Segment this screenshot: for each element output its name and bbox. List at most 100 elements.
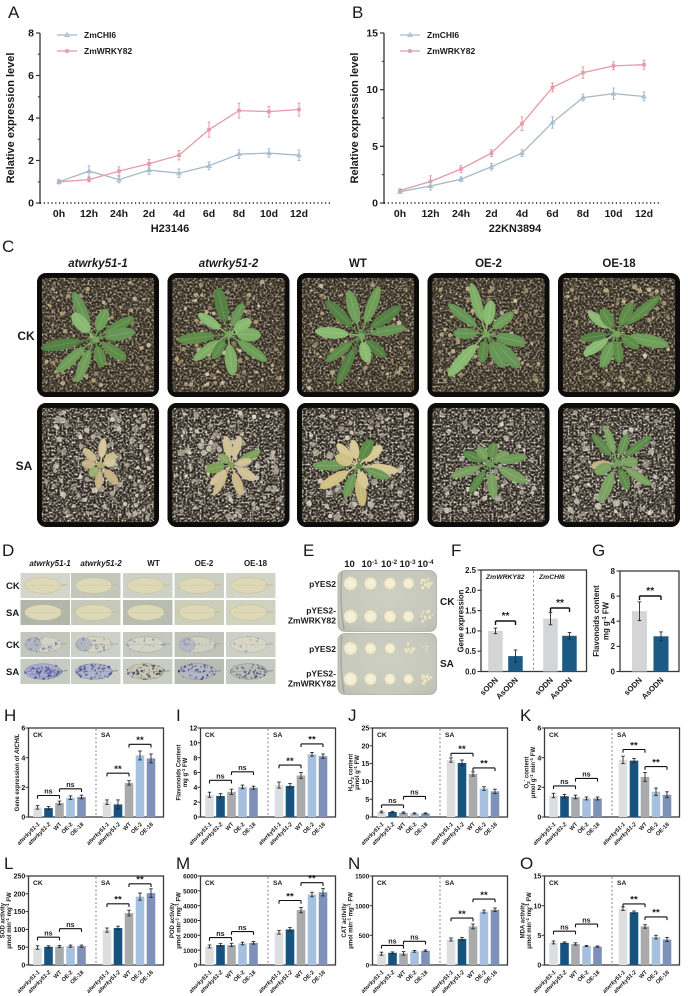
svg-text:0: 0	[366, 963, 370, 970]
svg-text:μmol min-1 mg-1 FW: μmol min-1 mg-1 FW	[175, 892, 183, 949]
svg-text:atwrky51-2: atwrky51-2	[199, 258, 259, 270]
svg-text:WT: WT	[397, 821, 408, 832]
svg-text:CK: CK	[6, 640, 20, 651]
svg-text:2: 2	[28, 155, 34, 167]
svg-text:SA: SA	[445, 880, 454, 887]
svg-text:Flavonoids content: Flavonoids content	[592, 585, 601, 657]
svg-text:K: K	[520, 706, 532, 725]
svg-text:N: N	[348, 854, 360, 873]
svg-text:2: 2	[21, 785, 25, 792]
svg-text:2.5: 2.5	[465, 566, 477, 575]
svg-text:atwrky51-2: atwrky51-2	[80, 559, 122, 568]
svg-text:MDA activity: MDA activity	[520, 902, 526, 938]
svg-text:ns: ns	[388, 937, 396, 946]
svg-text:**: **	[136, 735, 144, 746]
svg-text:6d: 6d	[203, 208, 215, 220]
svg-text:Relative expression level: Relative expression level	[349, 53, 361, 184]
svg-text:8d: 8d	[233, 208, 245, 220]
svg-text:mg g-1 FW: mg g-1 FW	[181, 757, 189, 787]
svg-text:ns: ns	[388, 796, 396, 805]
svg-text:250: 250	[14, 874, 26, 881]
svg-text:10: 10	[190, 740, 198, 747]
svg-text:WT: WT	[53, 821, 64, 832]
svg-text:12d: 12d	[290, 208, 308, 220]
svg-text:SA: SA	[445, 732, 454, 739]
svg-text:4d: 4d	[516, 208, 528, 220]
svg-text:0: 0	[194, 963, 198, 970]
svg-text:**: **	[502, 611, 510, 622]
svg-text:0: 0	[372, 198, 378, 210]
svg-text:OE-2: OE-2	[475, 258, 502, 270]
svg-text:100: 100	[14, 927, 26, 934]
svg-text:200: 200	[14, 891, 26, 898]
svg-text:WT: WT	[569, 821, 580, 832]
svg-text:**: **	[480, 759, 488, 770]
svg-text:G: G	[592, 541, 605, 560]
svg-text:1.0: 1.0	[465, 627, 477, 636]
svg-text:0: 0	[365, 815, 369, 822]
svg-text:2: 2	[537, 785, 541, 792]
svg-text:2: 2	[193, 800, 197, 807]
svg-text:5: 5	[537, 933, 541, 940]
svg-text:4d: 4d	[173, 208, 185, 220]
svg-text:CK: CK	[549, 732, 559, 739]
svg-text:WT: WT	[466, 969, 477, 980]
svg-text:SOD activity: SOD activity	[0, 902, 6, 938]
svg-text:**: **	[652, 908, 660, 919]
svg-text:4000: 4000	[183, 903, 198, 910]
svg-text:**: **	[480, 890, 488, 901]
svg-text:POD activity: POD activity	[170, 902, 176, 938]
svg-text:F: F	[451, 541, 461, 560]
svg-text:10: 10	[362, 779, 370, 786]
svg-text:15: 15	[366, 28, 378, 40]
svg-text:H2O2 content: H2O2 content	[348, 754, 355, 791]
svg-text:pYES2: pYES2	[309, 579, 336, 589]
svg-text:pYES2: pYES2	[309, 644, 336, 654]
svg-text:2: 2	[611, 642, 616, 651]
svg-text:M: M	[176, 854, 190, 873]
svg-text:ns: ns	[410, 788, 418, 797]
svg-text:10-1: 10-1	[361, 559, 378, 570]
svg-text:CK: CK	[17, 329, 35, 343]
svg-text:SA: SA	[617, 880, 626, 887]
svg-text:OE-18: OE-18	[244, 559, 268, 568]
svg-text:WT: WT	[53, 969, 64, 980]
svg-text:0: 0	[537, 815, 541, 822]
svg-text:5: 5	[365, 797, 369, 804]
svg-text:0: 0	[193, 815, 197, 822]
svg-text:atwrky51-1: atwrky51-1	[68, 258, 127, 270]
svg-text:2000: 2000	[183, 933, 198, 940]
svg-text:μmol min-1 mg-1 FW: μmol min-1 mg-1 FW	[525, 892, 533, 949]
svg-text:CAT activity: CAT activity	[342, 903, 348, 938]
svg-text:WT: WT	[569, 969, 580, 980]
svg-text:A: A	[8, 3, 20, 22]
svg-text:0h: 0h	[394, 208, 406, 220]
svg-text:3000: 3000	[183, 918, 198, 925]
svg-text:SA: SA	[6, 667, 19, 678]
svg-text:CK: CK	[33, 732, 43, 739]
svg-text:1000: 1000	[183, 948, 198, 955]
svg-text:15: 15	[534, 874, 542, 881]
svg-text:WT: WT	[638, 821, 649, 832]
svg-text:10-3: 10-3	[399, 559, 416, 570]
svg-text:20: 20	[362, 743, 370, 750]
svg-text:4: 4	[21, 755, 25, 762]
svg-text:CK: CK	[6, 581, 20, 592]
svg-text:pYES2-: pYES2-	[306, 669, 336, 679]
svg-text:SA: SA	[273, 732, 282, 739]
svg-text:6: 6	[28, 70, 34, 82]
svg-text:12h: 12h	[421, 208, 439, 220]
svg-text:ns: ns	[66, 920, 74, 929]
svg-text:24h: 24h	[110, 208, 128, 220]
svg-text:8: 8	[611, 567, 616, 576]
svg-text:8: 8	[28, 28, 34, 40]
svg-text:ZmWRKY82: ZmWRKY82	[427, 46, 475, 56]
svg-text:4: 4	[537, 755, 541, 762]
svg-text:**: **	[114, 764, 122, 775]
svg-text:**: **	[556, 598, 564, 609]
svg-text:μmol min-1 mg-1 FW: μmol min-1 mg-1 FW	[5, 892, 13, 949]
svg-text:0: 0	[611, 667, 616, 676]
svg-text:SA: SA	[617, 732, 626, 739]
svg-text:mg g-1 FW: mg g-1 FW	[602, 601, 611, 640]
svg-text:ns: ns	[560, 777, 568, 786]
